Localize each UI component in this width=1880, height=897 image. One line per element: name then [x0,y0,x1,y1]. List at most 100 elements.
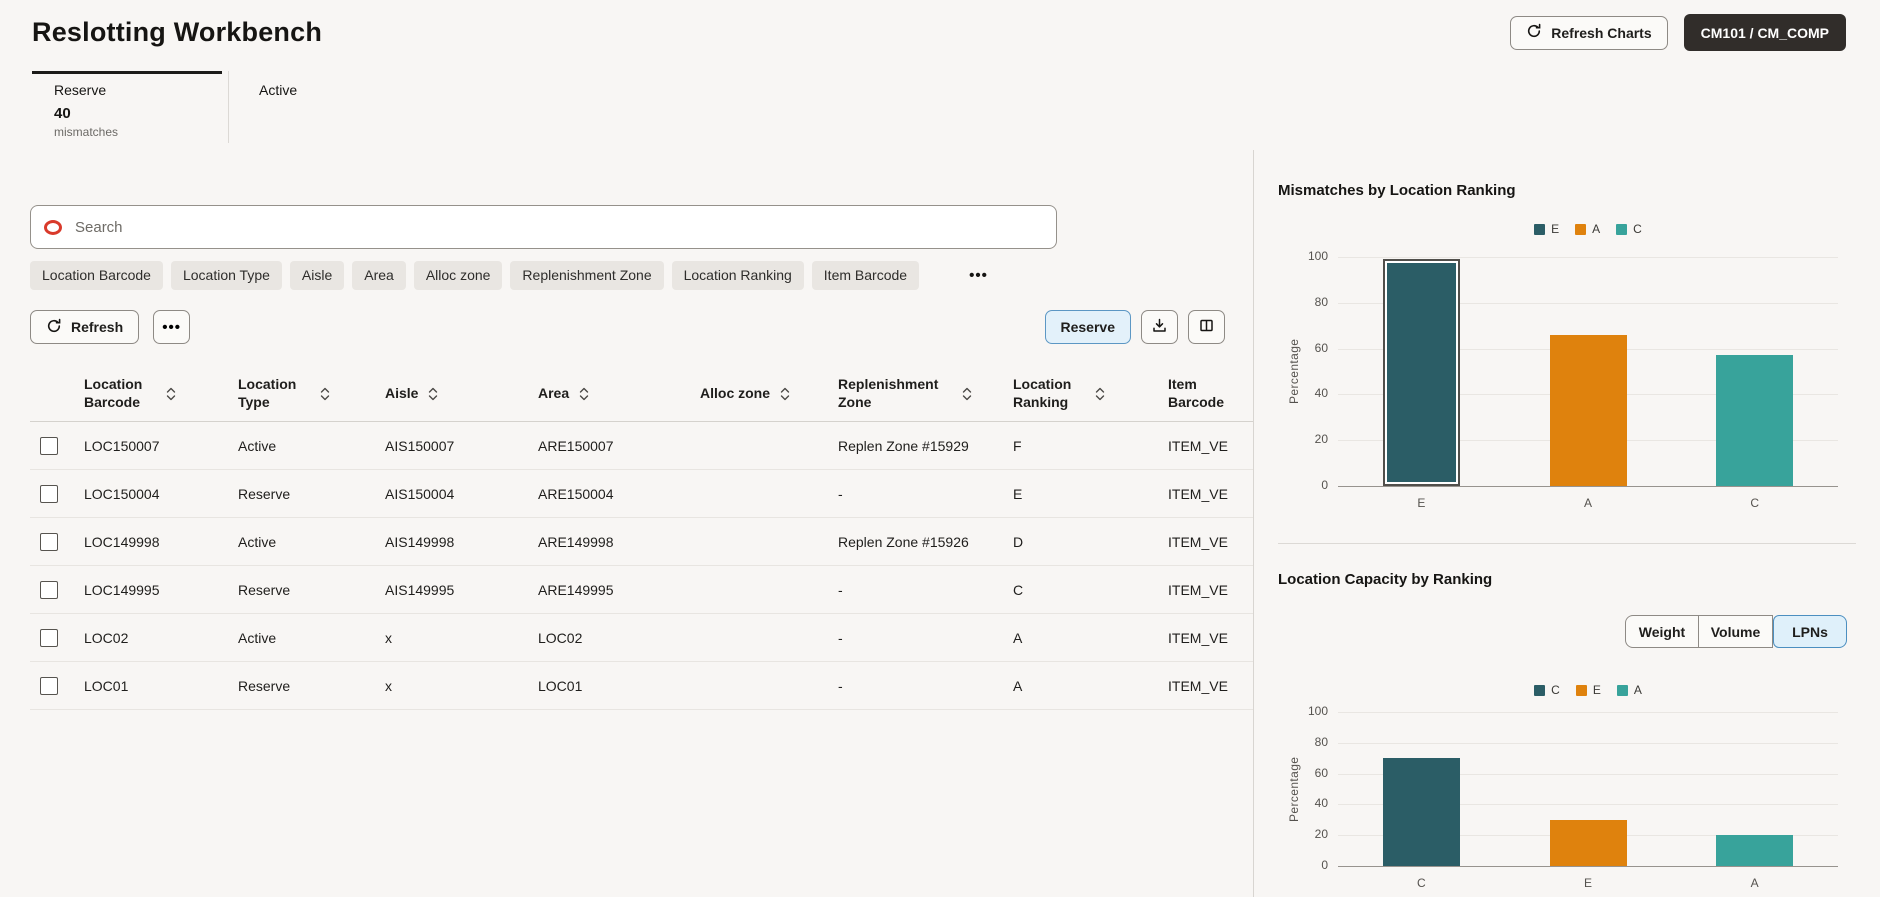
table-cell: Replen Zone #15926 [838,533,969,550]
filter-chip[interactable]: Location Ranking [671,261,804,290]
manage-columns-button[interactable] [1188,310,1225,344]
facility-button[interactable]: CM101 / CM_COMP [1683,14,1846,51]
y-tick-label: 60 [1314,340,1328,355]
table-row[interactable]: LOC01 Reserve x LOC01 - A ITEM_VE [30,662,1253,710]
table-row[interactable]: LOC149995 Reserve AIS149995 ARE149995 - C ITEM… [30,566,1253,614]
bar-slot [1338,712,1505,866]
legend-item-E[interactable]: E [1575,683,1601,697]
tab-reserve-count: 40 [54,105,71,122]
column-header[interactable]: Location Type [238,376,385,411]
legend-label: C [1633,222,1642,236]
legend-item-C[interactable]: C [1616,222,1642,236]
table-cell: LOC150004 [84,485,160,502]
column-header-label: Alloc zone [700,384,771,401]
filter-chip[interactable]: Location Barcode [30,261,163,290]
x-tick-label: E [1584,876,1593,890]
toggle-weight[interactable]: Weight [1625,615,1699,648]
row-checkbox[interactable] [40,580,58,599]
gridline [1338,742,1838,744]
table-cell: ARE149995 [538,581,614,598]
chart-plot: 0 20 40 60 80 100 [1308,249,1838,492]
bar-C[interactable] [1716,355,1794,486]
filter-chip[interactable]: Aisle [289,261,345,290]
legend-item-A[interactable]: A [1575,222,1600,236]
charts-divider [1278,543,1856,544]
y-tick-label: 80 [1314,734,1328,749]
mismatches-chart: Mismatches by Location Ranking E A C Perce… [1254,174,1880,534]
table-row[interactable]: LOC02 Active x LOC02 - A ITEM_VE [30,614,1253,662]
row-select-cell [30,580,84,599]
table-row[interactable]: LOC149998 Active AIS149998 ARE149998 Replen … [30,518,1253,566]
toolbar-right: Reserve [1044,310,1225,344]
filter-chip[interactable]: Item Barcode [811,261,920,290]
column-header[interactable]: Location Ranking [1013,376,1168,411]
table-cell: ITEM_VE [1168,677,1228,694]
sort-icon[interactable] [320,387,330,401]
bar-slot [1505,257,1672,486]
bar-slot [1505,712,1672,866]
gridline [1338,773,1838,775]
bar-A[interactable] [1716,835,1794,866]
refresh-button[interactable]: Refresh [30,310,140,344]
column-header[interactable]: Alloc zone [700,385,838,403]
filter-chip[interactable]: Alloc zone [413,261,503,290]
more-actions-button[interactable]: ••• [153,310,191,344]
filter-chip[interactable]: Replenishment Zone [510,261,664,290]
table-cell: - [838,581,843,598]
refresh-charts-label: Refresh Charts [1551,24,1652,41]
refresh-icon [1526,23,1542,42]
table-cell: LOC01 [84,677,129,694]
sort-icon[interactable] [962,387,972,401]
toggle-lpns[interactable]: LPNs [1773,615,1847,648]
bar-A[interactable] [1549,334,1627,486]
row-checkbox[interactable] [40,628,58,647]
bar-E[interactable] [1382,259,1460,486]
tab-reserve[interactable]: Reserve 40 mismatches [32,71,222,149]
sort-icon[interactable] [579,387,589,401]
legend-label: C [1551,683,1560,697]
search-input[interactable] [75,218,1043,236]
legend-item-C[interactable]: C [1534,683,1560,697]
tab-active[interactable]: Active [229,71,297,149]
filter-chip[interactable]: Location Type [170,261,282,290]
column-header[interactable]: Replenishment Zone [838,376,1013,411]
sort-icon[interactable] [428,387,438,401]
column-header[interactable]: Area [538,385,700,403]
gridline [1338,302,1838,304]
column-header[interactable]: Item Barcode [1168,376,1253,411]
gridline [1338,257,1838,258]
row-checkbox[interactable] [40,676,58,695]
sort-icon[interactable] [780,387,790,401]
tab-reserve-label: Reserve [54,82,107,98]
legend-swatch [1616,684,1628,696]
refresh-charts-button[interactable]: Refresh Charts [1510,15,1668,50]
row-select-cell [30,628,84,647]
toggle-volume[interactable]: Volume [1699,615,1773,648]
column-header-label: Location Ranking [1013,376,1072,410]
row-checkbox[interactable] [40,532,58,551]
table-cell: ARE149998 [538,533,614,550]
column-header[interactable]: Aisle [385,385,538,403]
column-header-label: Location Barcode [84,376,143,410]
download-button[interactable] [1141,310,1178,344]
filter-chip[interactable]: Area [352,261,406,290]
legend-item-E[interactable]: E [1534,222,1559,236]
table-row[interactable]: LOC150007 Active AIS150007 ARE150007 Replen … [30,422,1253,470]
sort-icon[interactable] [1095,387,1105,401]
bars-container [1338,257,1838,486]
more-filters-button[interactable]: ••• [969,267,988,284]
bar-E[interactable] [1549,819,1627,866]
bar-C[interactable] [1382,758,1460,866]
table-cell: C [1013,581,1024,598]
legend-item-A[interactable]: A [1616,683,1642,697]
row-checkbox[interactable] [40,436,58,455]
reserve-toggle-button[interactable]: Reserve [1044,310,1131,344]
table-row[interactable]: LOC150004 Reserve AIS150004 ARE150004 - E ITEM… [30,470,1253,518]
sort-icon[interactable] [166,387,176,401]
table-cell: - [838,485,843,502]
table-cell: A [1013,629,1023,646]
column-header[interactable]: Location Barcode [84,376,238,411]
row-checkbox[interactable] [40,484,58,503]
